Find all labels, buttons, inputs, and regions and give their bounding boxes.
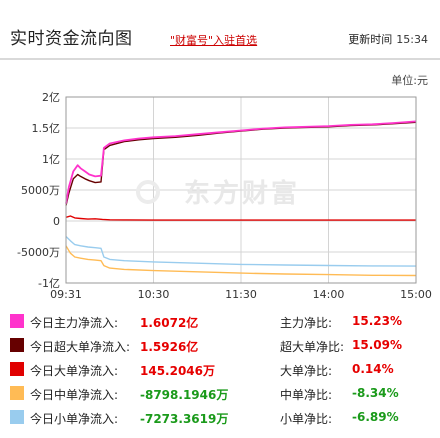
x-tick-label: 15:00 — [400, 288, 432, 301]
y-tick-label: 5000万 — [21, 184, 60, 197]
series-layer — [65, 120, 417, 277]
legend-row: 今日小单净流入: -7273.3619万 小单净比: -6.89% — [0, 406, 440, 428]
legend-label: 今日超大单净流入: — [30, 340, 131, 354]
legend-value: 1.5926亿 — [140, 340, 199, 354]
legend-ratio-label: 大单净比: — [280, 364, 333, 378]
legend-value: 145.2046万 — [140, 364, 216, 378]
legend-swatch — [10, 338, 24, 352]
legend-value: 1.6072亿 — [140, 316, 199, 330]
legend-swatch — [10, 314, 24, 328]
legend-label: 今日主力净流入: — [30, 316, 119, 330]
watermark-logo-icon — [136, 180, 160, 204]
legend-ratio-value: 15.23% — [352, 314, 402, 328]
fund-flow-chart: 东方财富 2亿 1.5亿 1亿 5000万 0 -5000万 -1亿 09:31 10:30 1… — [17, 91, 432, 301]
series-line-small — [65, 235, 417, 267]
header: 实时资金流向图 "财富号"入驻首选 更新时间 15:34 — [0, 0, 440, 58]
legend-ratio-value: -6.89% — [352, 410, 399, 424]
y-tick-label: -1亿 — [38, 277, 60, 290]
legend-swatch — [10, 362, 24, 376]
x-axis-labels: 09:31 10:30 11:30 14:00 15:00 — [50, 288, 432, 301]
legend-ratio-value: 15.09% — [352, 338, 402, 352]
y-axis-labels: 2亿 1.5亿 1亿 5000万 0 -5000万 -1亿 — [17, 91, 60, 290]
legend-ratio-label: 主力净比: — [280, 316, 333, 330]
legend-value: -7273.3619万 — [140, 412, 229, 426]
x-tick-label: 11:30 — [225, 288, 257, 301]
x-tick-label: 14:00 — [313, 288, 345, 301]
plot-frame — [65, 96, 417, 284]
page-title: 实时资金流向图 — [10, 29, 133, 49]
y-tick-label: 0 — [53, 215, 60, 228]
y-tick-label: -5000万 — [17, 246, 60, 259]
y-tick-label: 1亿 — [42, 153, 60, 166]
y-tick-label: 2亿 — [42, 91, 60, 104]
series-line-large — [65, 215, 416, 221]
series-line-main — [65, 120, 417, 204]
legend-swatch — [10, 386, 24, 400]
legend-ratio-value: -8.34% — [352, 386, 399, 400]
legend-ratio-value: 0.14% — [352, 362, 394, 376]
legend-ratio-label: 超大单净比: — [280, 340, 345, 354]
update-time-value: 15:34 — [396, 33, 428, 46]
legend-row: 今日主力净流入: 1.6072亿 主力净比: 15.23% — [0, 310, 440, 332]
legend-row: 今日大单净流入: 145.2046万 大单净比: 0.14% — [0, 358, 440, 380]
x-tick-label: 09:31 — [50, 288, 82, 301]
x-tick-label: 10:30 — [138, 288, 170, 301]
legend-swatch — [10, 410, 24, 424]
legend-ratio-label: 小单净比: — [280, 412, 333, 426]
unit-label: 单位:元 — [391, 74, 428, 87]
legend-row: 今日中单净流入: -8798.1946万 中单净比: -8.34% — [0, 382, 440, 404]
series-line-medium — [65, 245, 417, 277]
legend-label: 今日中单净流入: — [30, 388, 119, 402]
legend-label: 今日小单净流入: — [30, 412, 119, 426]
promo-link[interactable]: "财富号"入驻首选 — [170, 34, 258, 47]
legend-label: 今日大单净流入: — [30, 364, 119, 378]
watermark: 东方财富 — [184, 178, 300, 209]
header-divider — [0, 58, 440, 60]
legend-row: 今日超大单净流入: 1.5926亿 超大单净比: 15.09% — [0, 334, 440, 356]
legend-ratio-label: 中单净比: — [280, 388, 333, 402]
y-tick-label: 1.5亿 — [32, 122, 61, 135]
update-time: 更新时间 15:34 — [348, 31, 428, 47]
legend-value: -8798.1946万 — [140, 388, 229, 402]
update-time-label: 更新时间 — [348, 33, 393, 46]
